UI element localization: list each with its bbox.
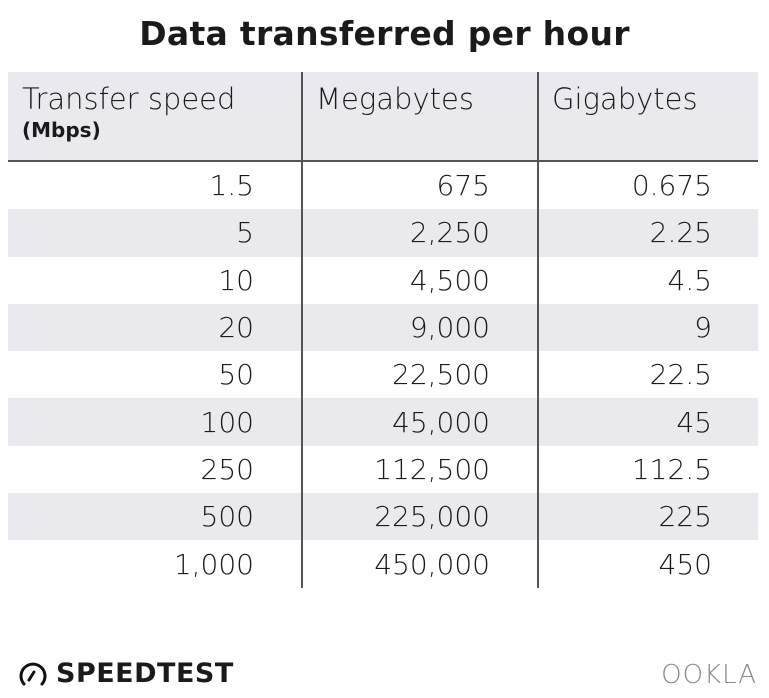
data-table: Transfer speed (Mbps) Megabytes Gigabyte… bbox=[8, 72, 758, 588]
table-row: 10 4,500 4.5 bbox=[8, 257, 758, 304]
table-row: 1.5 675 0.675 bbox=[8, 162, 758, 209]
cell-gigabytes: 22.5 bbox=[649, 358, 712, 392]
cell-megabytes: 4,500 bbox=[409, 263, 490, 297]
cell-megabytes: 22,500 bbox=[392, 358, 490, 392]
cell-megabytes: 2,250 bbox=[409, 216, 490, 250]
header-label: Transfer speed bbox=[22, 82, 236, 116]
speedtest-wordmark: SPEEDTEST bbox=[56, 658, 234, 689]
cell-megabytes: 45,000 bbox=[392, 405, 490, 439]
cell-speed: 1.5 bbox=[209, 169, 254, 203]
cell-megabytes: 225,000 bbox=[374, 500, 490, 534]
cell-megabytes: 450,000 bbox=[374, 547, 490, 581]
header-transfer-speed: Transfer speed (Mbps) bbox=[8, 72, 302, 160]
cell-speed: 250 bbox=[200, 452, 254, 486]
cell-gigabytes: 112.5 bbox=[631, 452, 712, 486]
table-row: 20 9,000 9 bbox=[8, 303, 758, 352]
column-divider bbox=[537, 72, 539, 588]
cell-gigabytes: 225 bbox=[658, 500, 712, 534]
header-sublabel: (Mbps) bbox=[22, 118, 101, 142]
cell-gigabytes: 9 bbox=[694, 311, 712, 345]
table-row: 500 225,000 225 bbox=[8, 493, 758, 541]
chart-title: Data transferred per hour bbox=[139, 14, 630, 53]
cell-gigabytes: 4.5 bbox=[667, 263, 712, 297]
speedometer-icon bbox=[19, 662, 47, 685]
table-body: 1.5 675 0.675 5 2,250 2.25 10 4,500 4.5 20 9,000 9 5… bbox=[8, 162, 758, 588]
table-row: 50 22,500 22.5 bbox=[8, 351, 758, 398]
header-gigabytes: Gigabytes bbox=[552, 82, 698, 116]
cell-megabytes: 112,500 bbox=[374, 452, 490, 486]
cell-gigabytes: 2.25 bbox=[649, 216, 712, 250]
cell-speed: 1,000 bbox=[173, 547, 254, 581]
ookla-logo: OOKLA bbox=[661, 660, 757, 690]
table-row: 1,000 450,000 450 bbox=[8, 540, 758, 587]
cell-megabytes: 9,000 bbox=[409, 311, 490, 345]
cell-speed: 20 bbox=[218, 311, 254, 345]
table-header: Transfer speed (Mbps) Megabytes Gigabyte… bbox=[8, 72, 758, 162]
table-row: 5 2,250 2.25 bbox=[8, 209, 758, 257]
header-megabytes: Megabytes bbox=[316, 82, 474, 116]
cell-speed: 500 bbox=[200, 500, 254, 534]
cell-megabytes: 675 bbox=[436, 169, 490, 203]
cell-speed: 100 bbox=[200, 405, 254, 439]
cell-speed: 10 bbox=[218, 263, 254, 297]
cell-gigabytes: 0.675 bbox=[631, 169, 712, 203]
speedtest-logo: SPEEDTEST bbox=[18, 658, 234, 689]
cell-speed: 5 bbox=[236, 216, 254, 250]
table-row: 100 45,000 45 bbox=[8, 398, 758, 446]
cell-gigabytes: 450 bbox=[658, 547, 712, 581]
cell-gigabytes: 45 bbox=[676, 405, 712, 439]
column-divider bbox=[301, 72, 303, 588]
cell-speed: 50 bbox=[218, 358, 254, 392]
table-row: 250 112,500 112.5 bbox=[8, 446, 758, 493]
